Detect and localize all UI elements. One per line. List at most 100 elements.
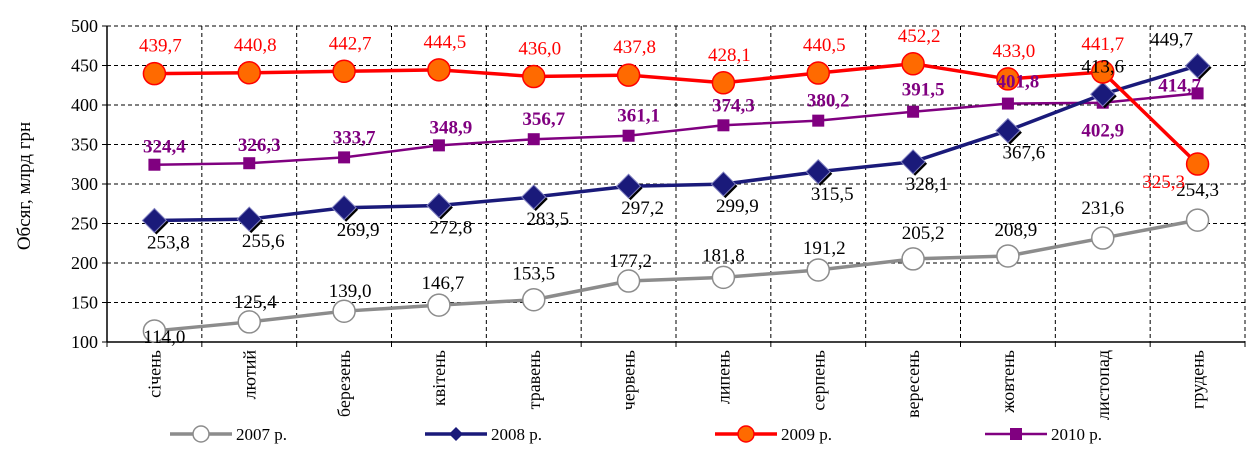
point xyxy=(521,184,547,210)
data-label: 325,3 xyxy=(1142,172,1185,193)
data-label: 449,7 xyxy=(1150,30,1193,51)
x-tick-label: квітень xyxy=(429,350,449,406)
data-label: 402,9 xyxy=(1081,121,1124,142)
data-label: 299,9 xyxy=(716,196,759,217)
point xyxy=(141,207,168,234)
point xyxy=(432,139,445,152)
y-tick-label: 100 xyxy=(71,332,98,352)
data-label: 114,0 xyxy=(143,327,185,348)
axes: 100 150 200 250 300 350 400 450 500 січень лютий бе… xyxy=(71,16,1246,420)
legend-marker xyxy=(449,427,463,441)
data-label: 440,8 xyxy=(234,35,277,56)
data-label: 367,6 xyxy=(1003,143,1046,164)
data-label: 253,8 xyxy=(147,232,190,253)
point xyxy=(1185,208,1210,232)
series-line xyxy=(154,64,1199,223)
data-label: 391,5 xyxy=(902,80,945,101)
data-label: 428,1 xyxy=(708,45,751,66)
data-label: 146,7 xyxy=(422,273,465,294)
data-label: 125,4 xyxy=(234,292,277,313)
point xyxy=(711,71,736,95)
x-tick-label: березень xyxy=(334,350,354,417)
data-label: 153,5 xyxy=(512,264,555,285)
point xyxy=(332,299,356,323)
data-label: 272,8 xyxy=(430,217,473,238)
data-label: 437,8 xyxy=(613,37,656,58)
series xyxy=(141,52,1212,343)
data-label: 348,9 xyxy=(430,117,473,138)
point xyxy=(805,159,831,185)
point xyxy=(907,105,920,118)
point xyxy=(522,287,546,312)
point xyxy=(806,61,830,85)
point xyxy=(1185,152,1210,176)
point xyxy=(717,119,730,132)
x-tick-label: лютий xyxy=(239,350,259,400)
point xyxy=(995,117,1021,144)
point xyxy=(616,269,641,293)
x-tick-label: червень xyxy=(619,350,639,410)
point xyxy=(236,206,262,232)
data-label: 254,3 xyxy=(1176,180,1219,201)
point xyxy=(996,67,1020,91)
y-tick-label: 300 xyxy=(71,174,98,194)
legend-label: 2007 р. xyxy=(236,425,287,444)
legend-label: 2009 р. xyxy=(781,425,832,444)
x-tick-label: жовтень xyxy=(998,350,1018,414)
data-label: 205,2 xyxy=(902,223,945,244)
point xyxy=(331,195,357,221)
legend: 2007 р. 2008 р. 2009 р. 2010 р. xyxy=(170,425,1102,444)
data-labels: 114,0 125,4 139,0 146,7 153,5 177,2 181,8 191,2… xyxy=(139,26,1219,348)
y-axis-label: Обсяг, млрд грн xyxy=(14,122,35,250)
point xyxy=(812,114,825,127)
y-tick-label: 150 xyxy=(71,293,98,313)
point xyxy=(527,133,540,146)
data-label: 255,6 xyxy=(242,231,285,252)
data-label: 433,0 xyxy=(993,41,1036,62)
y-tick-label: 350 xyxy=(71,135,98,155)
y-tick-label: 450 xyxy=(71,56,98,76)
data-label: 181,8 xyxy=(702,245,745,266)
point xyxy=(900,149,926,175)
point xyxy=(142,319,167,343)
point xyxy=(142,61,167,86)
point xyxy=(237,310,261,334)
point xyxy=(901,247,925,271)
series-line xyxy=(154,92,1198,166)
point xyxy=(622,129,635,142)
y-tick-label: 200 xyxy=(71,253,98,273)
legend-marker xyxy=(1010,428,1022,440)
x-tick-label: листопад xyxy=(1093,350,1113,420)
data-label: 139,0 xyxy=(329,281,372,302)
data-label: 436,0 xyxy=(518,39,561,60)
point xyxy=(427,58,451,82)
point xyxy=(332,59,356,84)
x-tick-label: грудень xyxy=(1188,350,1208,409)
data-label: 315,5 xyxy=(811,184,854,205)
legend-marker xyxy=(192,425,210,443)
data-label: 283,5 xyxy=(526,209,569,230)
point xyxy=(710,171,737,197)
point xyxy=(243,157,256,170)
point xyxy=(1191,87,1204,100)
data-label: 440,5 xyxy=(803,35,846,56)
point xyxy=(806,258,830,282)
point xyxy=(426,192,452,219)
data-label: 269,9 xyxy=(337,220,380,241)
data-label: 441,7 xyxy=(1081,34,1124,55)
legend-label: 2008 р. xyxy=(491,425,542,444)
data-label: 208,9 xyxy=(995,220,1038,241)
data-label: 356,7 xyxy=(522,109,565,130)
x-tick-label: липень xyxy=(713,350,733,404)
legend-label: 2010 р. xyxy=(1051,425,1102,444)
series-line xyxy=(154,218,1198,333)
legend-marker xyxy=(737,425,755,443)
grid xyxy=(107,25,1246,342)
data-label: 231,6 xyxy=(1081,198,1124,219)
point xyxy=(1184,53,1211,79)
data-label: 361,1 xyxy=(617,106,660,127)
point xyxy=(901,52,925,76)
point xyxy=(616,63,641,87)
data-label: 414,7 xyxy=(1158,75,1201,96)
